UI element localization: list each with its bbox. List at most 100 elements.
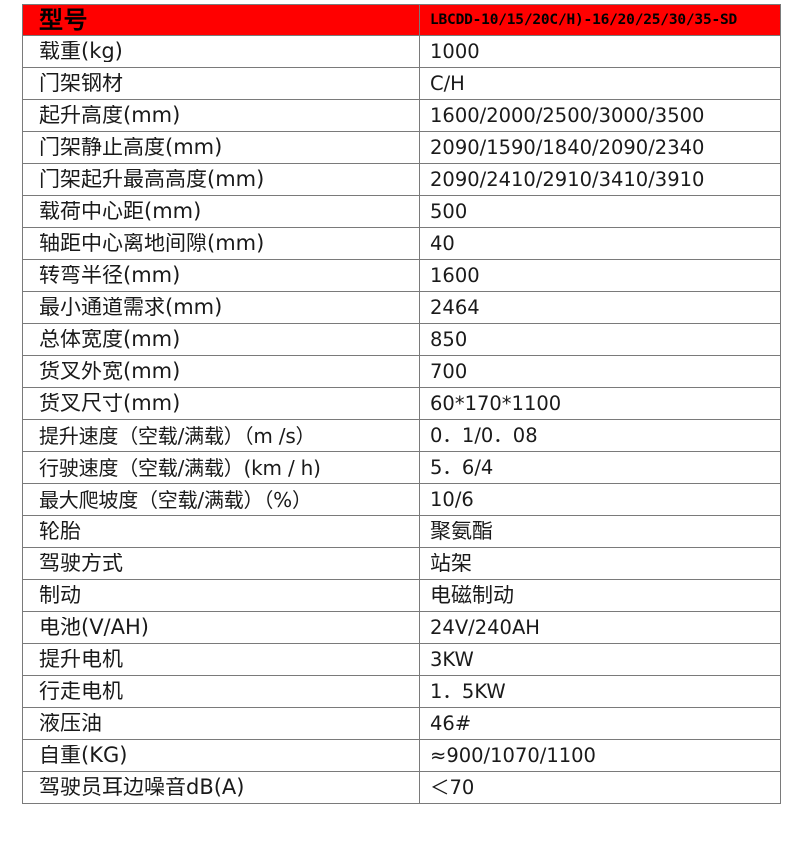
table-row: 轴距中心离地间隙(mm) 40	[22, 227, 781, 260]
spec-value-cell: 60*170*1100	[419, 387, 781, 420]
table-row: 门架钢材 C/H	[22, 67, 781, 100]
spec-value-cell: 1600/2000/2500/3000/3500	[419, 99, 781, 132]
spec-label-text: 转弯半径(mm)	[39, 265, 181, 286]
spec-value-text: 60*170*1100	[430, 393, 562, 414]
spec-value-cell: 500	[419, 195, 781, 228]
spec-label-text: 液压油	[39, 713, 102, 734]
header-label-text: 型号	[39, 8, 88, 32]
spec-label-text: 行走电机	[39, 681, 123, 702]
table-row: 货叉外宽(mm) 700	[22, 355, 781, 388]
spec-value-text: 1000	[430, 41, 480, 62]
spec-value-cell: 10/6	[419, 483, 781, 516]
table-row: 制动 电磁制动	[22, 579, 781, 612]
spec-value-cell: 2090/1590/1840/2090/2340	[419, 131, 781, 164]
spec-value-text: 10/6	[430, 489, 474, 510]
header-cell-value: LBCDD-10/15/20C/H)-16/20/25/30/35-SD	[419, 4, 781, 36]
spec-value-text: 电磁制动	[430, 585, 514, 606]
spec-value-cell: 聚氨酯	[419, 515, 781, 548]
table-row: 总体宽度(mm) 850	[22, 323, 781, 356]
spec-label-cell: 载重(kg)	[22, 35, 420, 68]
table-row: 起升高度(mm) 1600/2000/2500/3000/3500	[22, 99, 781, 132]
specifications-table: 型号 LBCDD-10/15/20C/H)-16/20/25/30/35-SD …	[22, 4, 781, 804]
spec-label-cell: 总体宽度(mm)	[22, 323, 420, 356]
table-row: 驾驶员耳边噪音dB(A) ＜70	[22, 771, 781, 804]
table-row: 轮胎 聚氨酯	[22, 515, 781, 548]
table-row: 提升电机 3KW	[22, 643, 781, 676]
table-row: 行走电机 1．5KW	[22, 675, 781, 708]
spec-label-cell: 提升速度（空载/满载）（m /s）	[22, 419, 420, 452]
spec-value-text: 站架	[430, 553, 472, 574]
spec-label-text: 门架起升最高高度(mm)	[39, 169, 265, 190]
spec-label-text: 载重(kg)	[39, 41, 123, 62]
table-row: 门架静止高度(mm) 2090/1590/1840/2090/2340	[22, 131, 781, 164]
spec-value-text: 1．5KW	[430, 681, 506, 702]
spec-label-cell: 轮胎	[22, 515, 420, 548]
spec-value-text: ≈900/1070/1100	[430, 745, 596, 766]
spec-label-cell: 门架钢材	[22, 67, 420, 100]
table-row: 最大爬坡度（空载/满载）（%） 10/6	[22, 483, 781, 516]
spec-value-cell: 40	[419, 227, 781, 260]
spec-value-cell: 850	[419, 323, 781, 356]
spec-label-cell: 行走电机	[22, 675, 420, 708]
table-row: 驾驶方式 站架	[22, 547, 781, 580]
spec-value-cell: 700	[419, 355, 781, 388]
table-body: 型号 LBCDD-10/15/20C/H)-16/20/25/30/35-SD …	[22, 4, 781, 804]
spec-label-cell: 转弯半径(mm)	[22, 259, 420, 292]
spec-label-cell: 电池(V/AH)	[22, 611, 420, 644]
spec-value-text: 1600	[430, 265, 480, 286]
spec-value-cell: 2464	[419, 291, 781, 324]
header-model-text: LBCDD-10/15/20C/H)-16/20/25/30/35-SD	[430, 12, 738, 28]
table-row: 货叉尺寸(mm) 60*170*1100	[22, 387, 781, 420]
spec-label-text: 最小通道需求(mm)	[39, 297, 223, 318]
spec-value-cell: ＜70	[419, 771, 781, 804]
spec-value-cell: ≈900/1070/1100	[419, 739, 781, 772]
table-row: 行驶速度（空载/满载）(km / h) 5．6/4	[22, 451, 781, 484]
spec-value-cell: C/H	[419, 67, 781, 100]
table-row: 载荷中心距(mm) 500	[22, 195, 781, 228]
spec-label-cell: 行驶速度（空载/满载）(km / h)	[22, 451, 420, 484]
spec-label-cell: 起升高度(mm)	[22, 99, 420, 132]
table-row: 门架起升最高高度(mm) 2090/2410/2910/3410/3910	[22, 163, 781, 196]
spec-label-text: 载荷中心距(mm)	[39, 201, 202, 222]
table-row: 载重(kg) 1000	[22, 35, 781, 68]
table-row: 转弯半径(mm) 1600	[22, 259, 781, 292]
spec-value-text: 24V/240AH	[430, 617, 540, 638]
table-header-row: 型号 LBCDD-10/15/20C/H)-16/20/25/30/35-SD	[22, 4, 781, 36]
spec-value-cell: 46#	[419, 707, 781, 740]
spec-value-cell: 1000	[419, 35, 781, 68]
spec-label-cell: 门架起升最高高度(mm)	[22, 163, 420, 196]
spec-value-cell: 0．1/0．08	[419, 419, 781, 452]
spec-value-text: 500	[430, 201, 468, 222]
spec-label-cell: 自重(KG)	[22, 739, 420, 772]
spec-label-text: 轮胎	[39, 521, 81, 542]
spec-value-text: 0．1/0．08	[430, 425, 538, 446]
spec-value-cell: 1．5KW	[419, 675, 781, 708]
table-row: 提升速度（空载/满载）（m /s） 0．1/0．08	[22, 419, 781, 452]
spec-value-cell: 24V/240AH	[419, 611, 781, 644]
spec-label-text: 总体宽度(mm)	[39, 329, 181, 350]
table-row: 自重(KG) ≈900/1070/1100	[22, 739, 781, 772]
table-row: 电池(V/AH) 24V/240AH	[22, 611, 781, 644]
spec-value-text: 5．6/4	[430, 457, 494, 478]
spec-label-text: 货叉外宽(mm)	[39, 361, 181, 382]
spec-value-text: ＜70	[430, 777, 475, 798]
table-row: 最小通道需求(mm) 2464	[22, 291, 781, 324]
spec-value-text: 46#	[430, 713, 472, 734]
spec-label-text: 门架静止高度(mm)	[39, 137, 223, 158]
spec-label-text: 轴距中心离地间隙(mm)	[39, 233, 265, 254]
spec-label-text: 起升高度(mm)	[39, 105, 181, 126]
spec-label-cell: 最大爬坡度（空载/满载）（%）	[22, 483, 420, 516]
spec-value-text: 1600/2000/2500/3000/3500	[430, 105, 705, 126]
spec-value-text: 40	[430, 233, 455, 254]
spec-value-cell: 3KW	[419, 643, 781, 676]
spec-value-text: 850	[430, 329, 468, 350]
spec-value-text: 3KW	[430, 649, 474, 670]
spec-value-text: C/H	[430, 73, 465, 94]
spec-label-text: 货叉尺寸(mm)	[39, 393, 181, 414]
spec-label-text: 自重(KG)	[39, 745, 128, 766]
spec-value-text: 2090/2410/2910/3410/3910	[430, 169, 705, 190]
spec-label-cell: 液压油	[22, 707, 420, 740]
spec-label-text: 制动	[39, 585, 81, 606]
spec-label-cell: 货叉尺寸(mm)	[22, 387, 420, 420]
